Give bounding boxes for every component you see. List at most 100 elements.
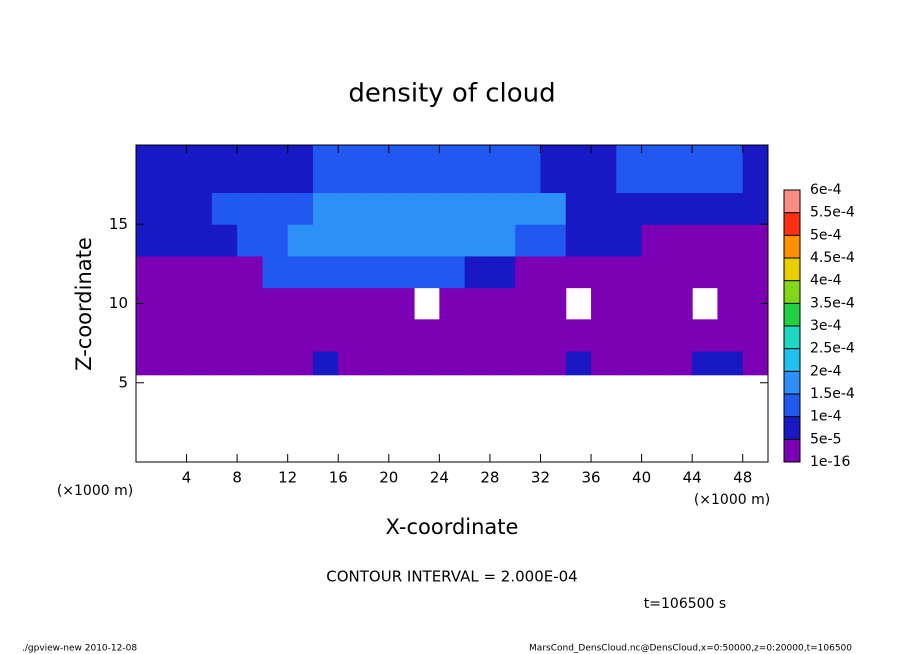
heat-cell	[186, 145, 213, 194]
heat-cell	[363, 145, 390, 194]
colorbar-swatch	[784, 212, 800, 236]
heat-cell	[211, 351, 238, 376]
colorbar-swatch	[784, 190, 800, 213]
heat-cell	[312, 192, 339, 225]
heat-cell	[363, 224, 390, 257]
heat-cell	[717, 224, 744, 257]
heat-cell	[641, 319, 668, 352]
heat-cell	[692, 319, 718, 352]
colorbar-swatch	[784, 235, 800, 258]
x-axis-unit: (×1000 m)	[694, 492, 770, 508]
heat-cell	[641, 192, 668, 225]
heat-cell	[161, 287, 188, 320]
heat-cell	[464, 224, 491, 257]
y-tick-label: 5	[118, 373, 128, 391]
heat-cell	[287, 145, 314, 194]
heat-cell	[136, 351, 162, 376]
heat-cell	[742, 319, 769, 352]
heat-cell	[692, 224, 718, 257]
heat-cell	[338, 351, 365, 376]
colorbar-swatch	[784, 371, 800, 394]
colorbar-label: 3e-4	[810, 318, 842, 334]
heat-cell	[515, 192, 541, 225]
colorbar-label: 2e-4	[810, 363, 842, 379]
heat-cell	[464, 145, 491, 194]
x-tick-label: 40	[632, 469, 651, 487]
heat-cell	[186, 192, 213, 225]
chart-title: density of cloud	[348, 79, 555, 109]
heat-cell	[338, 224, 365, 257]
x-tick-label: 32	[531, 469, 550, 487]
x-tick-label: 24	[430, 469, 449, 487]
heat-cell	[161, 145, 188, 194]
heat-cell	[262, 319, 289, 352]
heat-cell	[161, 255, 188, 289]
heat-cell	[616, 224, 643, 257]
heat-cell	[186, 255, 213, 289]
heat-cell	[211, 224, 238, 257]
heat-cell	[692, 255, 718, 289]
heat-cell	[616, 192, 643, 225]
colorbar-label: 5e-5	[810, 431, 841, 447]
heat-cell	[287, 224, 314, 257]
heat-cell	[666, 224, 693, 257]
x-tick-label: 44	[683, 469, 702, 487]
heat-cell	[565, 145, 592, 194]
heat-cell	[136, 255, 162, 289]
heat-cell	[211, 287, 238, 320]
heat-cell	[338, 255, 365, 289]
heat-cell	[363, 287, 390, 320]
heat-cell	[591, 287, 617, 320]
heat-cell	[717, 287, 744, 320]
heat-cell	[262, 351, 289, 376]
heat-cell	[489, 224, 516, 257]
heat-cell	[692, 192, 718, 225]
y-tick-label: 10	[109, 294, 128, 312]
heat-cell	[464, 287, 491, 320]
heat-cell	[363, 192, 390, 225]
annotation: t=106500 s	[644, 596, 726, 612]
footer: MarsCond_DensCloud.nc@DensCloud,x=0:5000…	[529, 644, 852, 654]
heat-cell	[464, 255, 491, 289]
colorbar-swatch	[784, 348, 800, 372]
heat-cell	[211, 319, 238, 352]
heat-cell	[237, 145, 263, 194]
heat-cell	[237, 351, 263, 376]
heat-cell	[666, 351, 693, 376]
x-tick-label: 12	[278, 469, 297, 487]
heat-cell	[540, 145, 567, 194]
heat-cell	[388, 351, 415, 376]
heat-cell	[287, 255, 314, 289]
heat-cell	[489, 287, 516, 320]
heat-cell	[742, 255, 769, 289]
heat-cell	[262, 255, 289, 289]
heat-cell	[515, 351, 541, 376]
heat-cell	[338, 145, 365, 194]
x-tick-label: 28	[480, 469, 499, 487]
colorbar-label: 5e-4	[810, 227, 842, 243]
heat-cell	[540, 287, 567, 320]
heat-cell	[565, 351, 592, 376]
heat-cell	[591, 351, 617, 376]
colorbar-swatch	[784, 258, 800, 281]
heat-cell	[439, 145, 466, 194]
heat-cell	[439, 224, 466, 257]
heat-cell	[616, 287, 643, 320]
y-axis-label: Z-coordinate	[72, 237, 96, 371]
heat-cell	[591, 192, 617, 225]
y-axis-unit: (×1000 m)	[57, 483, 133, 499]
colorbar-label: 1e-16	[810, 454, 850, 470]
heat-cell	[287, 192, 314, 225]
heat-cell	[742, 351, 769, 376]
heat-cell	[515, 319, 541, 352]
heat-cell	[161, 192, 188, 225]
heat-cell	[237, 255, 263, 289]
heat-cell	[287, 319, 314, 352]
heat-cell	[312, 224, 339, 257]
heat-cell	[489, 145, 516, 194]
heat-cell	[237, 192, 263, 225]
heat-cell	[591, 255, 617, 289]
colorbar-swatch	[784, 416, 800, 440]
heat-cell	[616, 319, 643, 352]
